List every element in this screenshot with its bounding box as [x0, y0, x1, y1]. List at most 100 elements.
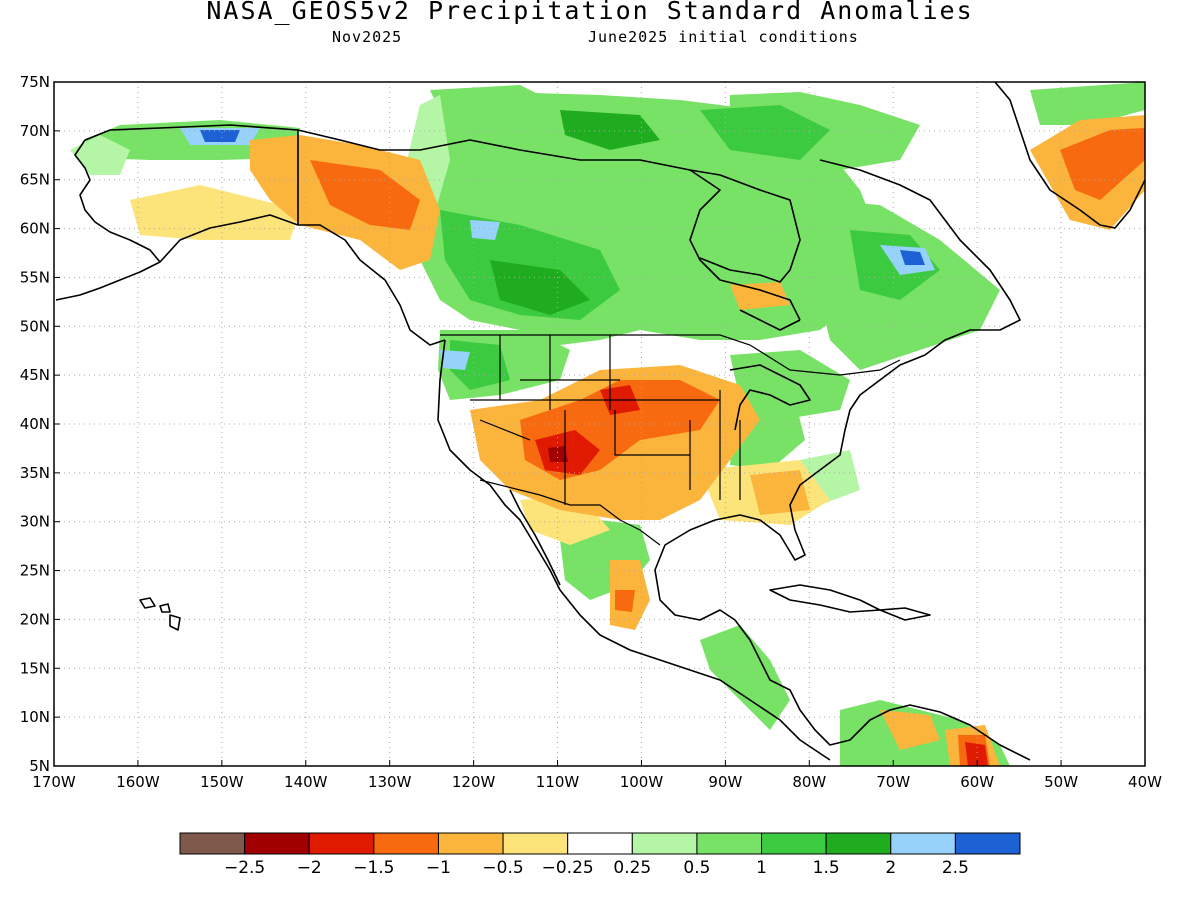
colorbar-label: 2 [885, 858, 896, 878]
lat-tick-label: 40N [20, 415, 50, 433]
anomaly-area-nunavut-very-wet [560, 110, 660, 150]
colorbar-swatch [761, 832, 827, 855]
lat-tick-label: 10N [20, 708, 50, 726]
anomaly-area-greenland-moderate-dry [1060, 128, 1145, 200]
anomaly-area-bc-moderate-dry [310, 160, 420, 230]
anomaly-area-alaska-north-max-wet [200, 130, 240, 142]
anomaly-fields [70, 82, 1145, 766]
colorbar-label: 0.25 [613, 858, 651, 878]
colorbar-swatch [502, 832, 569, 855]
lat-tick-label: 70N [20, 122, 50, 140]
lon-tick-label: 50W [1044, 773, 1078, 791]
anomaly-area-ontario-dry [730, 282, 790, 310]
lat-tick-label: 5N [29, 757, 50, 775]
initial-conditions-label: June2025 initial conditions [588, 28, 859, 46]
anomaly-area-alaska-light-wet [70, 135, 130, 175]
lat-tick-label: 20N [20, 610, 50, 628]
anomaly-area-arizona-strong-dry [535, 430, 600, 475]
hudson-bay-coastline [689, 169, 801, 283]
lon-tick-label: 90W [708, 773, 742, 791]
colorbar-swatch [954, 832, 1021, 855]
us-canada-border [440, 334, 901, 376]
lat-tick-label: 50N [20, 317, 50, 335]
lat-tick-label: 15N [20, 659, 50, 677]
anomaly-area-alberta-extreme-wet [470, 220, 500, 240]
map-grid [54, 82, 1145, 766]
political-borders [440, 334, 901, 546]
colorbar [179, 832, 1021, 855]
colorbar-swatch [308, 832, 375, 855]
anomaly-area-mexico-moderate-dry [615, 590, 635, 612]
gulf-coastline [654, 519, 751, 641]
colorbar-label: −0.25 [542, 858, 594, 878]
anomaly-area-washington-extreme-wet [440, 350, 470, 370]
anomaly-area-arizona-extreme-dry [548, 446, 568, 462]
lat-tick-label: 30N [20, 513, 50, 531]
colorbar-label: −0.5 [482, 858, 523, 878]
lat-tick-label: 60N [20, 220, 50, 238]
lon-tick-label: 40W [1128, 773, 1162, 791]
colorbar-label: 0.5 [683, 858, 710, 878]
colorbar-label: 1 [756, 858, 767, 878]
lon-tick-label: 70W [876, 773, 910, 791]
lat-tick-label: 55N [20, 268, 50, 286]
colorbar-swatch [373, 832, 439, 855]
colorbar-swatch [179, 832, 246, 855]
anomaly-area-great-lakes-wet [730, 350, 850, 420]
anomaly-area-guiana-strong-dry [965, 742, 988, 766]
lon-tick-label: 60W [960, 773, 994, 791]
lon-tick-label: 160W [116, 773, 160, 791]
labrador-coastline [819, 159, 1021, 396]
lon-tick-label: 150W [200, 773, 244, 791]
lon-tick-label: 110W [536, 773, 580, 791]
lat-tick-label: 35N [20, 464, 50, 482]
colorbar-label: −2 [297, 858, 322, 878]
coastlines [55, 82, 1145, 761]
anomaly-area-arctic-islands-wet [430, 85, 560, 125]
baja-coastline [509, 489, 561, 586]
anomaly-area-georgia-dry [750, 470, 810, 515]
anomaly-area-quebec-max-wet [900, 250, 925, 265]
lat-tick-label: 65N [20, 171, 50, 189]
lon-tick-label: 120W [452, 773, 496, 791]
hawaii-coastline [139, 597, 181, 631]
anomaly-area-central-america-wet [700, 625, 790, 730]
anomaly-area-greenland-wet [1030, 82, 1145, 125]
greenland-coastline [994, 82, 1145, 229]
colorbar-label: −1 [426, 858, 451, 878]
colorbar-swatch [696, 832, 763, 855]
lon-tick-label: 140W [284, 773, 328, 791]
lat-tick-label: 25N [20, 562, 50, 580]
lon-tick-label: 130W [368, 773, 412, 791]
longitude-labels: 170W 160W 150W 140W 130W 120W 110W 100W 90W 80W 70… [32, 773, 1162, 791]
anomaly-area-venezuela-dry [880, 710, 940, 750]
map-title: NASA_GEOS5v2 Precipitation Standard Anom… [206, 0, 974, 25]
lon-tick-label: 170W [32, 773, 76, 791]
colorbar-swatch [631, 832, 698, 855]
lon-tick-label: 80W [792, 773, 826, 791]
great-lakes-coastline [729, 364, 811, 431]
central-america-coastline [749, 639, 1031, 761]
axis-ticks [53, 81, 1146, 767]
colorbar-swatch [890, 832, 956, 855]
forecast-month: Nov2025 [332, 28, 403, 46]
lon-tick-label: 100W [620, 773, 664, 791]
colorbar-label: −1.5 [353, 858, 394, 878]
colorbar-labels: −2.5 −2 −1.5 −1 −0.5 −0.25 0.25 0.5 1 1.5 2 2.5 [224, 858, 969, 878]
anomaly-area-alaska-light-dry [130, 185, 300, 240]
colorbar-label: −2.5 [224, 858, 265, 878]
cuba-coastline [769, 584, 881, 613]
colorbar-label: 1.5 [813, 858, 840, 878]
hispaniola-coastline [879, 607, 931, 621]
lat-tick-label: 75N [20, 73, 50, 91]
anomaly-area-hudson-strong-wet [700, 105, 830, 160]
lat-tick-label: 45N [20, 366, 50, 384]
colorbar-swatch [825, 832, 892, 855]
alaska-coastline [55, 124, 446, 346]
us-mexico-border [479, 479, 661, 546]
anomaly-area-saskatchewan-very-wet [490, 260, 590, 315]
state-borders [470, 335, 741, 505]
colorbar-swatch [437, 832, 504, 855]
colorbar-swatch [567, 832, 633, 855]
us-east-coastline [714, 394, 861, 561]
